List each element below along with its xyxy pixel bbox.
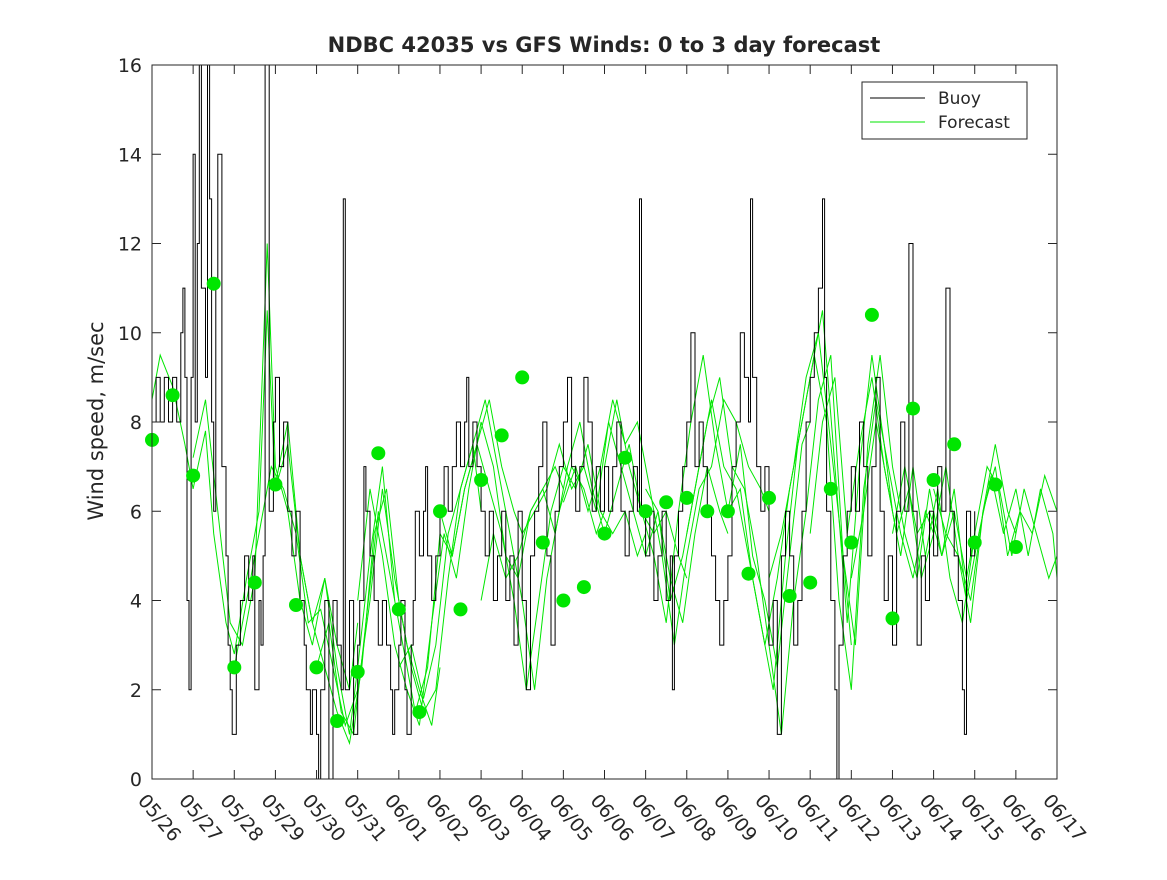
forecast-marker-point bbox=[412, 705, 427, 720]
forecast-run-line-9 bbox=[521, 421, 729, 623]
y-tick-label: 14 bbox=[118, 144, 142, 166]
forecast-run-line-18 bbox=[892, 466, 1057, 601]
forecast-marker-point bbox=[720, 504, 735, 519]
forecast-marker-point bbox=[474, 473, 489, 487]
forecast-marker-point bbox=[885, 611, 900, 626]
forecast-marker-point bbox=[453, 602, 468, 617]
forecast-marker-point bbox=[556, 593, 571, 608]
forecast-marker-point bbox=[864, 307, 879, 322]
chart-title: NDBC 42035 vs GFS Winds: 0 to 3 day fore… bbox=[328, 33, 881, 57]
forecast-marker-point bbox=[494, 428, 509, 443]
forecast-marker-point bbox=[371, 446, 386, 461]
forecast-marker-point bbox=[823, 481, 838, 496]
series-group bbox=[152, 65, 1057, 779]
y-axis-label: Wind speed, m/sec bbox=[84, 321, 108, 520]
y-tick-label: 4 bbox=[130, 591, 142, 613]
forecast-marker-point bbox=[1008, 540, 1023, 554]
y-tick-label: 16 bbox=[118, 55, 142, 77]
y-tick-label: 12 bbox=[118, 234, 142, 256]
y-tick-label: 6 bbox=[130, 501, 142, 523]
forecast-run-line-12 bbox=[645, 354, 852, 735]
forecast-run-line-17 bbox=[850, 421, 1057, 623]
forecast-marker-point bbox=[206, 276, 221, 291]
forecast-marker-point bbox=[165, 388, 180, 403]
forecast-marker-point bbox=[659, 495, 674, 510]
forecast-marker-point bbox=[186, 468, 201, 483]
forecast-marker-point bbox=[330, 714, 345, 728]
plot-area bbox=[145, 65, 1057, 779]
forecast-run-line-6 bbox=[398, 399, 605, 699]
forecast-marker-point bbox=[741, 566, 756, 581]
y-tick-label: 0 bbox=[130, 769, 142, 791]
forecast-marker-point bbox=[391, 602, 406, 617]
forecast-marker-point bbox=[535, 535, 550, 550]
legend-box bbox=[861, 81, 1028, 140]
y-tick-label: 10 bbox=[118, 323, 142, 345]
forecast-marker-point bbox=[597, 526, 612, 541]
forecast-marker-point bbox=[515, 370, 530, 385]
forecast-marker-point bbox=[679, 490, 694, 505]
legend-forecast-label: Forecast bbox=[938, 113, 1010, 133]
forecast-marker-point bbox=[906, 401, 920, 416]
forecast-marker-point bbox=[350, 664, 365, 679]
legend-buoy-label: Buoy bbox=[938, 89, 981, 109]
forecast-marker-point bbox=[926, 473, 941, 487]
forecast-run-line-0 bbox=[152, 310, 359, 690]
forecast-run-line-15 bbox=[768, 332, 976, 646]
forecast-marker-point bbox=[576, 580, 591, 595]
forecast-marker-point bbox=[309, 660, 324, 675]
forecast-marker-point bbox=[700, 504, 715, 519]
forecast-marker-point bbox=[638, 504, 653, 519]
forecast-marker-point bbox=[782, 589, 797, 603]
forecast-marker-point bbox=[247, 575, 262, 590]
forecast-marker-point bbox=[268, 477, 283, 492]
forecast-run-line-7 bbox=[439, 442, 647, 690]
forecast-run-line-16 bbox=[809, 377, 1017, 601]
forecast-marker-point bbox=[618, 450, 633, 465]
forecast-marker-point bbox=[844, 535, 859, 550]
forecast-run-line-13 bbox=[686, 310, 893, 690]
forecast-run-line-8 bbox=[480, 421, 688, 601]
forecast-marker-point bbox=[803, 575, 818, 590]
forecast-marker-point bbox=[227, 660, 242, 675]
forecast-marker-point bbox=[762, 490, 776, 505]
forecast-marker-point bbox=[433, 504, 447, 519]
forecast-marker-point bbox=[289, 598, 303, 612]
y-tick-label: 2 bbox=[130, 680, 142, 702]
buoy-series-line bbox=[152, 65, 976, 779]
forecast-marker-point bbox=[967, 535, 982, 550]
forecast-run-line-3 bbox=[274, 421, 482, 746]
forecast-marker-point bbox=[947, 437, 962, 452]
legend: Buoy Forecast bbox=[861, 81, 1028, 140]
y-tick-label: 8 bbox=[130, 412, 142, 434]
forecast-marker-point bbox=[988, 477, 1003, 492]
